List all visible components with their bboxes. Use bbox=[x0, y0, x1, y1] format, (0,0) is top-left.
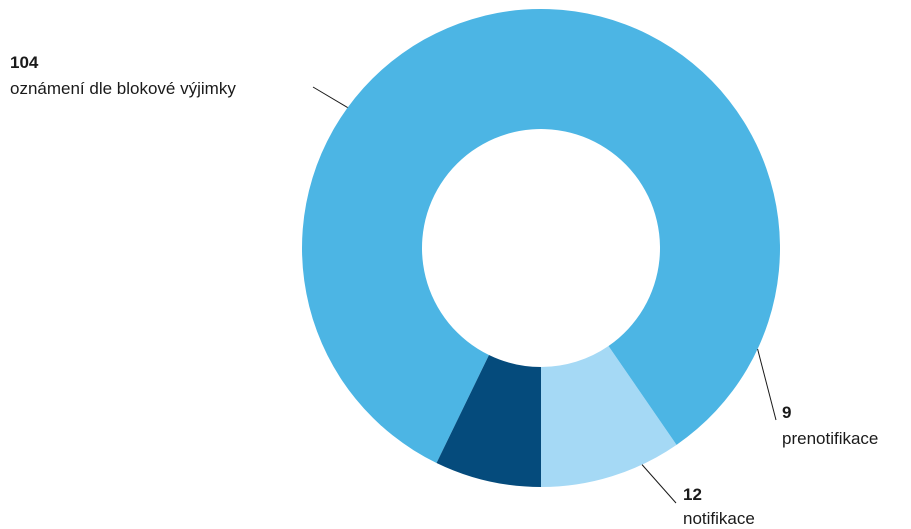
leader-line-notifikace bbox=[641, 464, 677, 504]
value-label-prenotifikace: 9 bbox=[782, 403, 791, 422]
category-label-prenotifikace: prenotifikace bbox=[782, 429, 878, 448]
category-label-oznameni: oznámení dle blokové výjimky bbox=[10, 79, 236, 98]
annotation-notifikace: 12 notifikace bbox=[683, 485, 755, 528]
leader-line-prenotifikace bbox=[757, 348, 777, 421]
slice-oznameni bbox=[301, 8, 780, 463]
annotation-oznameni: 104 oznámení dle blokové výjimky bbox=[10, 53, 236, 98]
leader-line-oznameni bbox=[312, 86, 348, 108]
value-label-notifikace: 12 bbox=[683, 485, 702, 504]
category-label-notifikace: notifikace bbox=[683, 509, 755, 528]
leader-lines bbox=[312, 86, 777, 504]
donut-slices bbox=[301, 8, 780, 487]
annotation-prenotifikace: 9 prenotifikace bbox=[782, 403, 878, 448]
value-label-oznameni: 104 bbox=[10, 53, 39, 72]
slice-prenotifikace bbox=[436, 355, 541, 487]
slice-notifikace bbox=[541, 346, 677, 487]
